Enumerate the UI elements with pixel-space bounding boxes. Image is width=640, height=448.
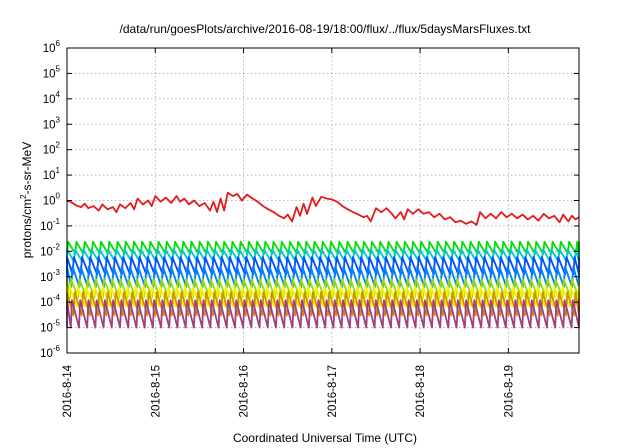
y-tick-base: 10 [40,348,53,360]
y-tick-label: 102 [43,141,61,157]
y-tick-label: 10-3 [40,268,60,284]
y-axis: 10-610-510-410-310-210-11001011021031041… [40,39,579,360]
series-line-9 [66,299,580,329]
y-tick-label: 10-6 [40,344,60,360]
y-tick-base: 10 [40,297,53,309]
y-tick-base: 10 [40,323,53,335]
y-tick-exponent: 1 [56,166,61,175]
series-line-7 [66,286,580,307]
grid [67,48,579,353]
y-tick-exponent: -6 [53,344,61,353]
x-tick-label: 2016-8-14 [62,364,74,417]
y-tick-label: 10-4 [40,293,60,309]
x-axis: 2016-8-14 2016-8-15 2016-8-16 2016-8-17 2016… [62,48,515,417]
y-tick-exponent: -5 [53,319,61,328]
y-tick-label: 103 [43,115,61,131]
x-tick-label: 2016-8-15 [150,365,162,417]
y-axis-label: protons/cm2-s-sr-MeV [19,142,34,258]
y-tick-base: 10 [43,119,56,131]
y-tick-base: 10 [40,272,53,284]
y-tick-base: 10 [43,170,56,182]
x-axis-label: Coordinated Universal Time (UTC) [233,431,417,445]
y-axis-label-main: protons/cm [20,199,34,258]
y-tick-base: 10 [43,196,56,208]
y-tick-label: 10-1 [40,217,60,233]
y-tick-exponent: 5 [56,64,61,73]
x-tick-label: 2016-8-18 [415,365,427,417]
y-tick-exponent: 0 [56,192,61,201]
y-tick-base: 10 [43,43,56,55]
y-tick-label: 10-5 [40,319,60,335]
chart-title: /data/run/goesPlots/archive/2016-08-19/1… [120,22,532,36]
y-tick-exponent: 2 [56,141,61,150]
series-line-1 [66,191,580,226]
x-tick-label: 2016-8-17 [327,365,339,417]
y-tick-exponent: -1 [53,217,61,226]
y-tick-exponent: -3 [53,268,61,277]
y-tick-exponent: 4 [56,90,61,99]
y-tick-label: 10-2 [40,242,60,258]
y-tick-base: 10 [40,246,53,258]
y-tick-label: 105 [43,64,61,80]
y-tick-exponent: -4 [53,293,61,302]
y-tick-exponent: 6 [56,39,61,48]
series-layer [66,191,580,329]
y-tick-label: 100 [43,192,61,208]
y-tick-base: 10 [40,221,53,233]
y-tick-exponent: -2 [53,242,61,251]
y-axis-label-unit: -s-sr-MeV [20,142,34,195]
y-axis-label-exponent: 2 [19,194,28,199]
y-tick-base: 10 [43,145,56,157]
y-tick-label: 106 [43,39,61,55]
series-line-3 [66,248,580,263]
y-tick-exponent: 3 [56,115,61,124]
x-tick-label: 2016-8-19 [503,365,515,417]
x-tick-label: 2016-8-16 [239,365,251,417]
y-tick-label: 101 [43,166,61,182]
y-tick-label: 104 [43,90,61,106]
y-tick-base: 10 [43,68,56,80]
y-tick-base: 10 [43,94,56,106]
